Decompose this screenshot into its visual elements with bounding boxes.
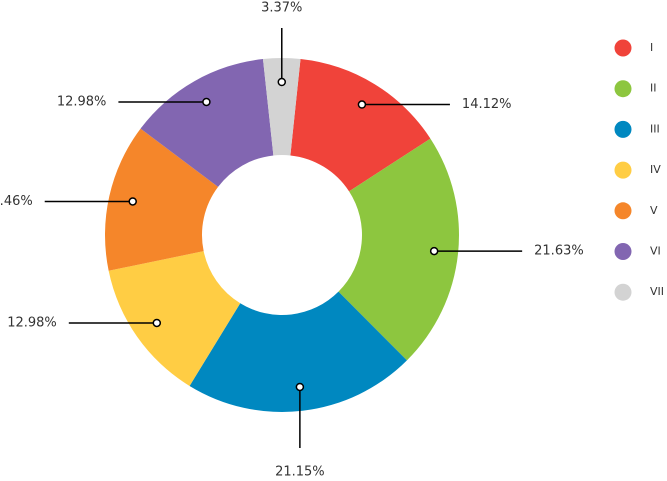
leader-dot <box>357 100 367 109</box>
donut-slice <box>140 59 274 187</box>
value-label: 14.12% <box>462 97 512 112</box>
leader-dot <box>295 382 305 392</box>
legend-label: V <box>650 204 658 217</box>
value-label: 3.37% <box>261 1 302 16</box>
legend-label: III <box>650 122 660 135</box>
legend-label: IV <box>650 163 661 176</box>
legend-swatch <box>614 202 632 220</box>
value-label: 12.98% <box>7 315 57 330</box>
legend-label: VII <box>650 285 664 298</box>
legend-label: I <box>650 41 653 54</box>
value-label: 12.98% <box>57 94 107 109</box>
legend-swatch <box>614 283 632 301</box>
leader-dot <box>202 97 211 107</box>
value-label: 21.15% <box>275 465 325 480</box>
value-label: 21.63% <box>534 244 584 259</box>
donut-slice <box>290 58 431 192</box>
donut-slice <box>262 58 301 156</box>
donut-slice <box>189 291 407 412</box>
leader-dot <box>429 246 439 256</box>
legend-swatch <box>614 120 632 138</box>
legend-label: VI <box>650 245 661 258</box>
legend-swatch <box>614 243 632 260</box>
donut-slice <box>105 128 219 271</box>
value-label: 13.46% <box>0 194 33 209</box>
legend-swatch <box>614 161 632 179</box>
donut-slice <box>108 251 241 386</box>
legend-swatch <box>614 80 632 98</box>
legend-swatch <box>614 39 632 57</box>
donut-slice <box>338 138 459 361</box>
leader-dot <box>277 77 287 87</box>
legend-label: II <box>650 82 657 95</box>
leader-dot <box>128 197 137 206</box>
leader-dot <box>152 318 162 328</box>
